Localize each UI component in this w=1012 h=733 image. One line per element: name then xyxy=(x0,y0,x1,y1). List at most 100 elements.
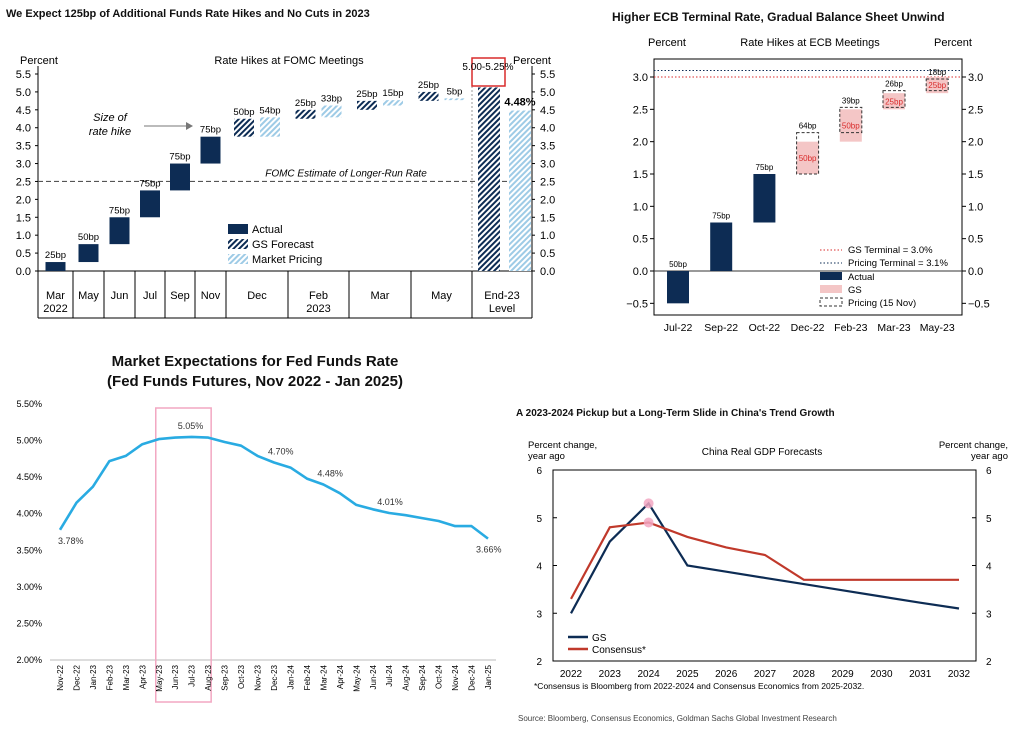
x-tick-label: 2028 xyxy=(793,669,816,680)
x-tick-label: Oct-23 xyxy=(237,664,246,689)
legend-label: Pricing Terminal = 3.1% xyxy=(848,258,948,269)
x-tick-label: 2032 xyxy=(948,669,971,680)
legend-pricing-swatch xyxy=(819,297,843,307)
y-tick-label-right: 5.5 xyxy=(540,69,555,81)
highlight-box xyxy=(155,407,212,703)
bar-value-label: 25bp xyxy=(356,89,377,100)
y-tick-label-left: 0.0 xyxy=(633,266,648,278)
fed-hikes-title: We Expect 125bp of Additional Funds Rate… xyxy=(6,8,370,20)
bar-value-label: 54bp xyxy=(259,105,280,116)
x-tick-label: 2024 xyxy=(637,669,660,680)
legend-label: Actual xyxy=(848,272,874,283)
x-tick-label: Feb-23 xyxy=(105,664,114,690)
x-tick-label: 2022 xyxy=(560,669,583,680)
x-tick-label: Feb xyxy=(309,290,328,302)
legend-actual-swatch xyxy=(820,272,842,280)
x-tick-label: Nov xyxy=(201,290,221,302)
ecb-title: Higher ECB Terminal Rate, Gradual Balanc… xyxy=(612,10,945,24)
chart-subtitle: Rate Hikes at ECB Meetings xyxy=(740,37,880,49)
bar-gs-label: 50bp xyxy=(842,122,860,131)
bar-pricing-label: 18bp xyxy=(928,68,946,77)
plot-frame xyxy=(653,58,963,316)
y-tick-label-left: 1.5 xyxy=(16,212,31,224)
bar-gs-label: 25bp xyxy=(928,81,946,90)
data-label: 3.66% xyxy=(476,545,502,555)
y-tick-label-right: 1.0 xyxy=(968,201,983,213)
bar-value-label: 75bp xyxy=(109,205,130,216)
y-tick-label-right: −0.5 xyxy=(968,298,990,310)
y-tick-label-right: 3.5 xyxy=(540,141,555,153)
data-label: 4.48% xyxy=(317,468,343,478)
bar-actual xyxy=(753,174,776,223)
y-tick-label-right: 4.0 xyxy=(540,123,555,135)
fed-funds-futures-line xyxy=(58,435,489,540)
y-tick-label: 3.50% xyxy=(16,545,42,555)
ecb-chart: −0.5 −0.5 0.0 0.0 0.5 0.5 1.0 1.0 1.5 1.5 2.0 2.0 2.… xyxy=(626,37,990,334)
bar-market xyxy=(260,117,280,137)
x-tick-label: 2023 xyxy=(599,669,622,680)
data-label: 3.78% xyxy=(58,536,84,546)
y-tick-label-right: 1.5 xyxy=(540,212,555,224)
y-tick-label-right: 0.0 xyxy=(968,266,983,278)
bar-pricing-label: 26bp xyxy=(885,80,903,89)
x-tick-label: Nov-23 xyxy=(254,664,263,690)
y-tick-label: 3.00% xyxy=(16,582,42,592)
x-tick-label: May-23 xyxy=(155,664,164,691)
y-tick-label-left: 3.0 xyxy=(16,159,31,171)
x-tick-label: Dec-23 xyxy=(270,664,279,690)
bar-pricing xyxy=(882,90,906,108)
longer-run-rate-label: FOMC Estimate of Longer-Run Rate xyxy=(265,168,427,179)
x-tick-label: Aug-24 xyxy=(402,664,411,690)
x-tick-label: Nov-24 xyxy=(451,664,460,690)
bar-market xyxy=(321,105,342,118)
bar-gs xyxy=(418,91,439,101)
legend-swatch xyxy=(228,224,248,234)
x-tick-label: Dec xyxy=(247,290,267,302)
bar-pricing xyxy=(839,106,863,134)
y-tick-label: 5.00% xyxy=(16,436,42,446)
x-tick-label: 2029 xyxy=(831,669,854,680)
legend-label: GS Terminal = 3.0% xyxy=(848,245,933,256)
bar-actual xyxy=(109,217,130,245)
x-tick-label: Dec-24 xyxy=(468,664,477,690)
y-tick-label-left: 3 xyxy=(536,609,542,620)
y-tick-label-right: 1.5 xyxy=(968,169,983,181)
bar-value-label: 75bp xyxy=(139,178,160,189)
bar-actual xyxy=(710,222,733,271)
x-tick-label: Nov-22 xyxy=(56,664,65,690)
legend-label: GS xyxy=(848,285,862,296)
futures-panel: Market Expectations for Fed Funds Rate (… xyxy=(0,345,510,733)
x-tick-label: Oct-22 xyxy=(749,322,781,334)
x-tick-label: Jun-23 xyxy=(171,664,180,689)
y-tick-label-left: 5.5 xyxy=(16,69,31,81)
x-tick-label: Feb-24 xyxy=(303,664,312,690)
x-tick-label: Apr-24 xyxy=(336,664,345,689)
china-chart: 2 2 3 3 4 4 5 5 6 6 Percent change, year ago Percent… xyxy=(528,440,1008,691)
bar-value-label: 25bp xyxy=(295,98,316,109)
x-tick-label: 2030 xyxy=(870,669,893,680)
legend-label: Pricing (15 Nov) xyxy=(848,298,916,309)
y-tick-label: 2.50% xyxy=(16,618,42,628)
legend-swatch xyxy=(228,239,248,249)
bar-market xyxy=(509,110,531,271)
bar-gs xyxy=(839,109,862,142)
y-tick-label-left: 2.0 xyxy=(16,194,31,206)
y-axis-title-right: Percent xyxy=(934,37,972,49)
chart-subtitle: China Real GDP Forecasts xyxy=(702,447,822,458)
bar-actual xyxy=(78,244,99,263)
y-tick-label-right: 4.5 xyxy=(540,105,555,117)
y-tick-label-left: 3.5 xyxy=(16,141,31,153)
x-tick-label: Mar xyxy=(371,290,390,302)
x-tick-label: Mar xyxy=(46,290,65,302)
bar-value-label: 33bp xyxy=(321,94,342,105)
fed-hikes-panel: We Expect 125bp of Additional Funds Rate… xyxy=(0,0,575,340)
x-tick-label: 2027 xyxy=(754,669,777,680)
y-tick-label: 4.00% xyxy=(16,509,42,519)
x-tick-label: Jul xyxy=(143,290,157,302)
data-label: 5.05% xyxy=(178,421,204,431)
legend-label: Market Pricing xyxy=(252,254,322,266)
bar-value-label: 50bp xyxy=(669,260,687,269)
bar-gs xyxy=(478,87,500,271)
bar-value-label: 75bp xyxy=(200,125,221,136)
x-tick-label: Jan-23 xyxy=(89,664,98,689)
